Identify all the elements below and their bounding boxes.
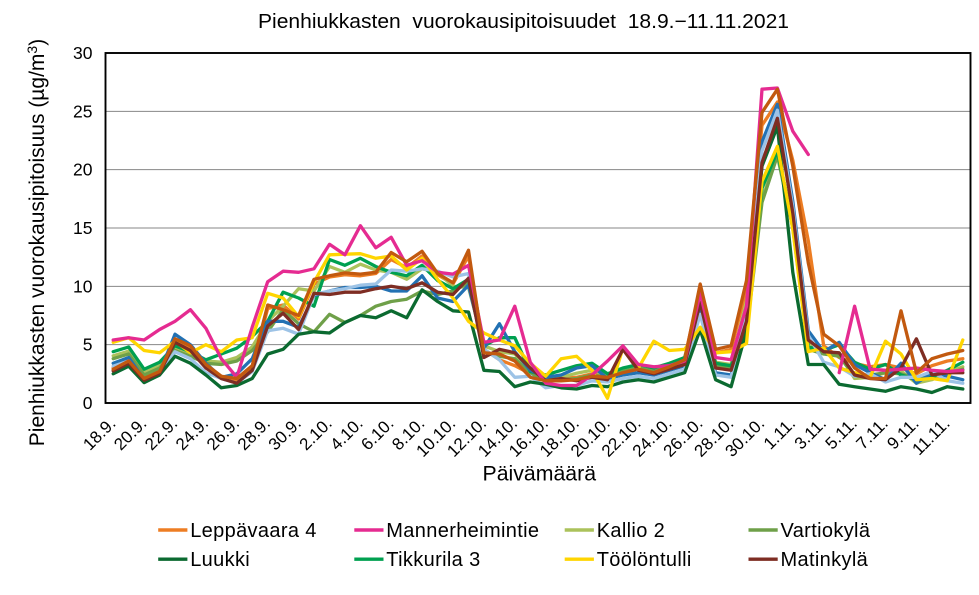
svg-text:Luukki: Luukki (190, 549, 250, 571)
svg-text:15: 15 (73, 218, 92, 238)
svg-text:0: 0 (83, 393, 93, 413)
svg-text:Tikkurila 3: Tikkurila 3 (386, 549, 480, 571)
svg-text:10: 10 (73, 276, 93, 296)
svg-text:5: 5 (83, 335, 93, 355)
svg-text:Päivämäärä: Päivämäärä (483, 462, 597, 486)
svg-text:Töölöntulli: Töölöntulli (597, 549, 692, 571)
svg-text:Leppävaara 4: Leppävaara 4 (190, 520, 317, 542)
svg-text:Pienhiukkasten vuorokausipito: Pienhiukkasten vuorokausipitoisuudet 18.… (258, 11, 789, 33)
svg-text:25: 25 (73, 101, 92, 121)
svg-text:Pienhiukkasten vuorokausipitoi: Pienhiukkasten vuorokausipitoisuus (µg/m… (24, 39, 49, 446)
svg-text:Mannerheimintie: Mannerheimintie (386, 520, 539, 542)
svg-text:20: 20 (73, 160, 93, 180)
svg-text:30: 30 (73, 43, 93, 63)
svg-text:Kallio 2: Kallio 2 (597, 520, 665, 542)
svg-text:Vartiokylä: Vartiokylä (781, 520, 871, 542)
svg-text:Matinkylä: Matinkylä (781, 549, 869, 571)
